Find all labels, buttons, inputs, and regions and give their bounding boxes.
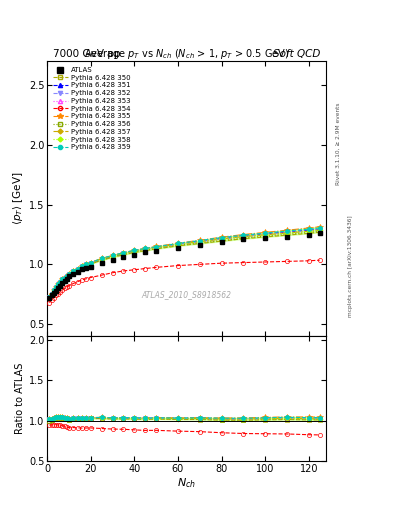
X-axis label: $N_{ch}$: $N_{ch}$ [177,476,196,490]
Y-axis label: $\langle p_T \rangle$ [GeV]: $\langle p_T \rangle$ [GeV] [11,172,25,225]
Legend: ATLAS, Pythia 6.428 350, Pythia 6.428 351, Pythia 6.428 352, Pythia 6.428 353, P: ATLAS, Pythia 6.428 350, Pythia 6.428 35… [51,65,132,153]
Text: Soft QCD: Soft QCD [273,49,321,59]
Text: 7000 GeV pp: 7000 GeV pp [53,49,120,59]
Title: Average $p_T$ vs $N_{ch}$ ($N_{ch}$ > 1, $p_T$ > 0.5 GeV): Average $p_T$ vs $N_{ch}$ ($N_{ch}$ > 1,… [84,47,289,61]
Text: Rivet 3.1.10, ≥ 2.9M events: Rivet 3.1.10, ≥ 2.9M events [336,102,341,185]
Text: ATLAS_2010_S8918562: ATLAS_2010_S8918562 [141,290,232,300]
Y-axis label: Ratio to ATLAS: Ratio to ATLAS [15,362,25,434]
Text: mcplots.cern.ch [arXiv:1306.3436]: mcplots.cern.ch [arXiv:1306.3436] [348,216,353,317]
